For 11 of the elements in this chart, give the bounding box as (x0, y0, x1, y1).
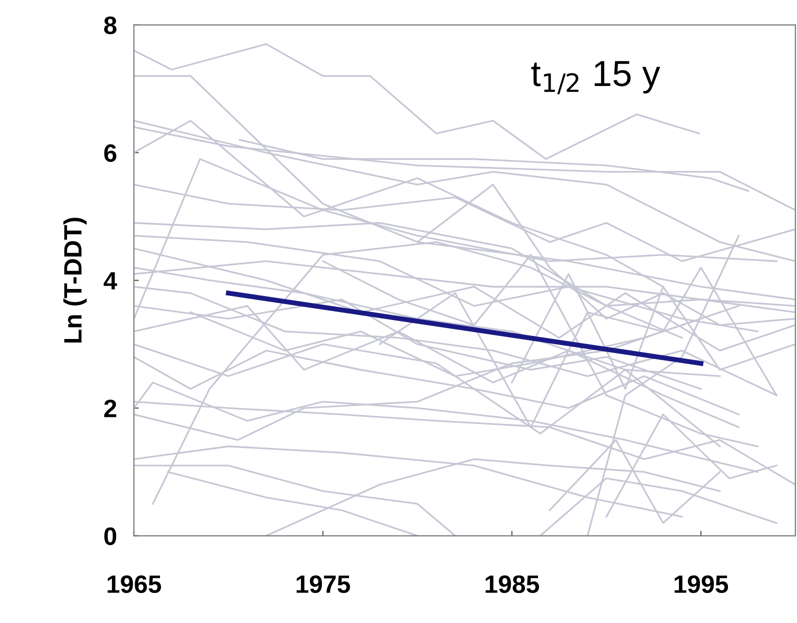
y-tick-label: 4 (104, 272, 118, 290)
x-tick-label: 1995 (674, 575, 728, 594)
x-tick-label: 1975 (296, 575, 350, 594)
x-tick-label: 1985 (486, 575, 540, 594)
y-axis-title: Ln (T-DDT) (63, 218, 87, 343)
y-tick-label: 2 (104, 400, 116, 418)
y-tick-label: 8 (104, 16, 116, 34)
y-tick-label: 0 (104, 527, 116, 546)
x-tick-label: 1965 (108, 575, 162, 594)
annotation: t$_{1/2}$ 15 y (531, 61, 660, 94)
y-tick-label: 6 (104, 144, 116, 162)
